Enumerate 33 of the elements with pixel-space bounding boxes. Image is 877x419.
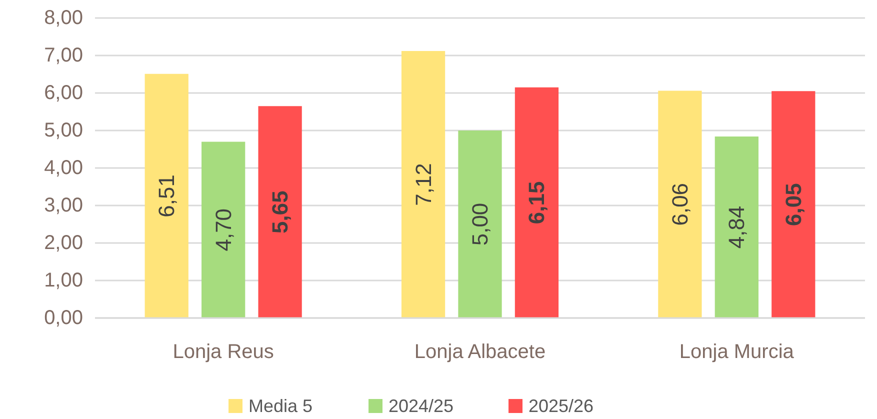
legend-label: 2025/26 — [528, 396, 594, 416]
bar — [258, 106, 302, 318]
bar — [658, 90, 702, 318]
y-tick-label: 3,00 — [44, 194, 83, 216]
data-label: 6,15 — [524, 181, 550, 224]
data-label: 5,65 — [268, 190, 293, 234]
bar — [772, 91, 816, 318]
legend-label: Media 5 — [248, 396, 313, 416]
x-tick-label: Lonja Reus — [172, 341, 274, 363]
data-label: 6,05 — [780, 183, 806, 226]
y-tick-label: 1,00 — [44, 270, 83, 292]
y-tick-label: 7,00 — [44, 44, 83, 66]
data-label: 6,51 — [154, 174, 180, 218]
y-tick-label: 8,00 — [44, 7, 83, 29]
y-tick-label: 2,00 — [44, 232, 83, 254]
bar — [202, 142, 246, 318]
x-tick-label: Lonja Murcia — [679, 341, 795, 363]
y-tick-label: 0,00 — [44, 307, 83, 329]
bar — [458, 130, 502, 318]
bar — [514, 87, 559, 318]
data-label: 4,70 — [210, 208, 236, 252]
bar — [401, 51, 446, 318]
data-label: 7,12 — [410, 163, 436, 206]
y-tick-label: 5,00 — [44, 120, 83, 142]
data-label: 6,06 — [667, 182, 692, 226]
bar — [714, 136, 758, 318]
data-label: 4,84 — [724, 206, 750, 249]
x-tick-label: Lonja Albacete — [414, 341, 546, 363]
y-tick-label: 6,00 — [44, 82, 83, 104]
legend-label: 2024/25 — [388, 396, 454, 416]
y-tick-label: 4,00 — [44, 157, 83, 179]
bar — [144, 74, 188, 318]
data-label: 5,00 — [468, 202, 492, 246]
